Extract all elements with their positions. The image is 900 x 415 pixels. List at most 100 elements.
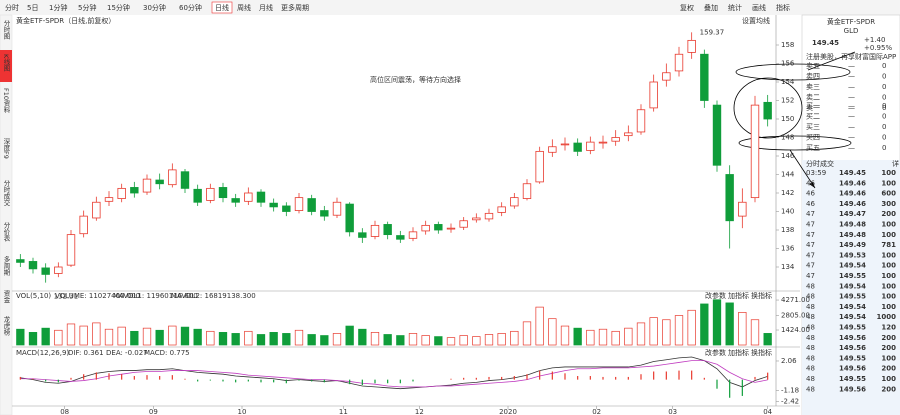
volume-bar xyxy=(142,327,152,346)
panel-legend: MACD: 0.775 xyxy=(144,349,190,357)
volume-bar xyxy=(155,329,164,346)
x-tick-label: 04 xyxy=(763,408,772,415)
left-tab[interactable]: 深度F9 xyxy=(2,137,10,159)
y-tick-label: 156 xyxy=(781,60,795,68)
volume-bar xyxy=(712,299,722,346)
trade-cell: 149.46 xyxy=(839,190,866,198)
trade-cell: 48 xyxy=(806,354,815,362)
volume-bar xyxy=(560,325,570,346)
trade-cell: 100 xyxy=(881,272,896,280)
trade-cell: 149.53 xyxy=(839,251,866,259)
left-tab[interactable]: 分时成交 xyxy=(2,179,10,208)
left-tab[interactable]: 资金 xyxy=(2,289,10,304)
toolbar-tab[interactable]: 60分钟 xyxy=(179,3,202,12)
toolbar-tab[interactable]: 5分钟 xyxy=(78,3,96,12)
panel-button[interactable]: 换指标 xyxy=(751,348,772,357)
ma-button[interactable]: 设置均线 xyxy=(742,16,770,25)
toolbar-tool[interactable]: 复权 xyxy=(680,3,694,12)
y-tick-label: 136 xyxy=(781,245,795,253)
order-book-cell: 0 xyxy=(882,102,886,110)
panel-button[interactable]: 换指标 xyxy=(751,291,772,300)
volume-bar xyxy=(256,334,266,346)
trade-cell: 149.49 xyxy=(839,241,866,249)
y-tick-label: 146 xyxy=(781,152,795,160)
y-tick-label: 148 xyxy=(781,134,794,142)
candle-body xyxy=(244,192,253,202)
volume-bar xyxy=(700,303,709,346)
price: 149.45 xyxy=(812,39,839,47)
toolbar-tab[interactable]: 月线 xyxy=(259,3,273,12)
trade-cell: 100 xyxy=(881,354,896,362)
candle-body xyxy=(282,205,291,212)
candle-body xyxy=(370,224,380,237)
panel-button[interactable]: 加指标 xyxy=(728,291,749,300)
toolbar-tab[interactable]: 日线 xyxy=(215,3,229,12)
panel-button[interactable]: 改参数 xyxy=(705,291,726,300)
panel-title: MACD(12,26,9) xyxy=(16,349,69,357)
trades-more[interactable]: 详 xyxy=(892,159,899,168)
left-tab-active xyxy=(0,50,12,82)
toolbar-tool[interactable]: 叠加 xyxy=(704,3,718,12)
toolbar-tab[interactable]: 15分钟 xyxy=(107,3,130,12)
volume-bar xyxy=(738,312,747,346)
trade-cell: 149.54 xyxy=(839,303,866,311)
volume-bar xyxy=(206,330,215,346)
trade-cell: 47 xyxy=(806,221,815,229)
trade-cell: 200 xyxy=(881,210,896,218)
order-book-cell: 0 xyxy=(882,134,886,142)
left-tab[interactable]: K线图 xyxy=(2,54,10,72)
trade-cell: 47 xyxy=(806,210,815,218)
toolbar-tool[interactable]: 指标 xyxy=(776,3,790,12)
trade-cell: 48 xyxy=(806,293,815,301)
candle-body xyxy=(231,198,240,203)
toolbar-tab[interactable]: 周线 xyxy=(237,3,251,12)
toolbar-tab[interactable]: 5日 xyxy=(27,4,38,12)
panel-button[interactable]: 加指标 xyxy=(728,348,749,357)
candle-body xyxy=(510,197,519,207)
candle-body xyxy=(586,141,595,151)
order-book-cell: — xyxy=(848,113,855,121)
trade-cell: 781 xyxy=(881,241,896,249)
volume-bar xyxy=(484,334,494,346)
trade-cell: 149.48 xyxy=(839,231,866,239)
candle-body xyxy=(687,39,696,53)
promo[interactable]: 注册美股，再享财富国际APP xyxy=(806,52,896,61)
trade-cell: 48 xyxy=(806,303,815,311)
volume-bar xyxy=(510,330,519,346)
volume-bar xyxy=(41,327,50,346)
left-tab[interactable]: 分时图 xyxy=(2,19,10,41)
trade-cell: 200 xyxy=(881,344,896,352)
toolbar-tab[interactable]: 1分钟 xyxy=(49,3,67,12)
volume-bar xyxy=(497,333,506,346)
volume-bar xyxy=(345,325,354,346)
candle-body xyxy=(624,132,633,137)
candle-body xyxy=(218,187,228,199)
candle-body xyxy=(294,197,304,211)
trade-cell: 48 xyxy=(806,282,815,290)
trades-bg xyxy=(802,160,900,415)
trade-cell: 47 xyxy=(806,262,815,270)
volume-bar xyxy=(370,332,380,346)
trade-cell: 149.48 xyxy=(839,221,866,229)
trade-cell: 149.46 xyxy=(839,179,866,187)
tab-active xyxy=(211,1,233,14)
trade-cell: 48 xyxy=(806,365,815,373)
left-tab[interactable]: 分价表 xyxy=(2,221,10,243)
toolbar-tab[interactable]: 30分钟 xyxy=(143,3,166,12)
panel-button[interactable]: 改参数 xyxy=(705,348,726,357)
left-tab[interactable]: F10资料 xyxy=(2,88,10,114)
toolbar-tab[interactable]: 更多周期 xyxy=(281,3,309,12)
x-tick-label: 2020 xyxy=(499,408,517,415)
trade-cell: 149.45 xyxy=(839,169,866,177)
trade-cell: 149.47 xyxy=(839,210,866,218)
x-tick-label: 09 xyxy=(149,408,158,415)
left-tab[interactable]: 多周期 xyxy=(2,255,10,277)
left-tab[interactable]: 龙虎榜 xyxy=(2,315,10,337)
toolbar-tab[interactable]: 分时 xyxy=(5,3,19,12)
candle-body xyxy=(117,187,126,199)
x-tick-label: 08 xyxy=(60,408,69,415)
toolbar-tool[interactable]: 统计 xyxy=(728,3,742,12)
candle-body xyxy=(66,234,76,266)
volume-bar xyxy=(586,329,595,346)
toolbar-tool[interactable]: 画线 xyxy=(752,3,766,12)
